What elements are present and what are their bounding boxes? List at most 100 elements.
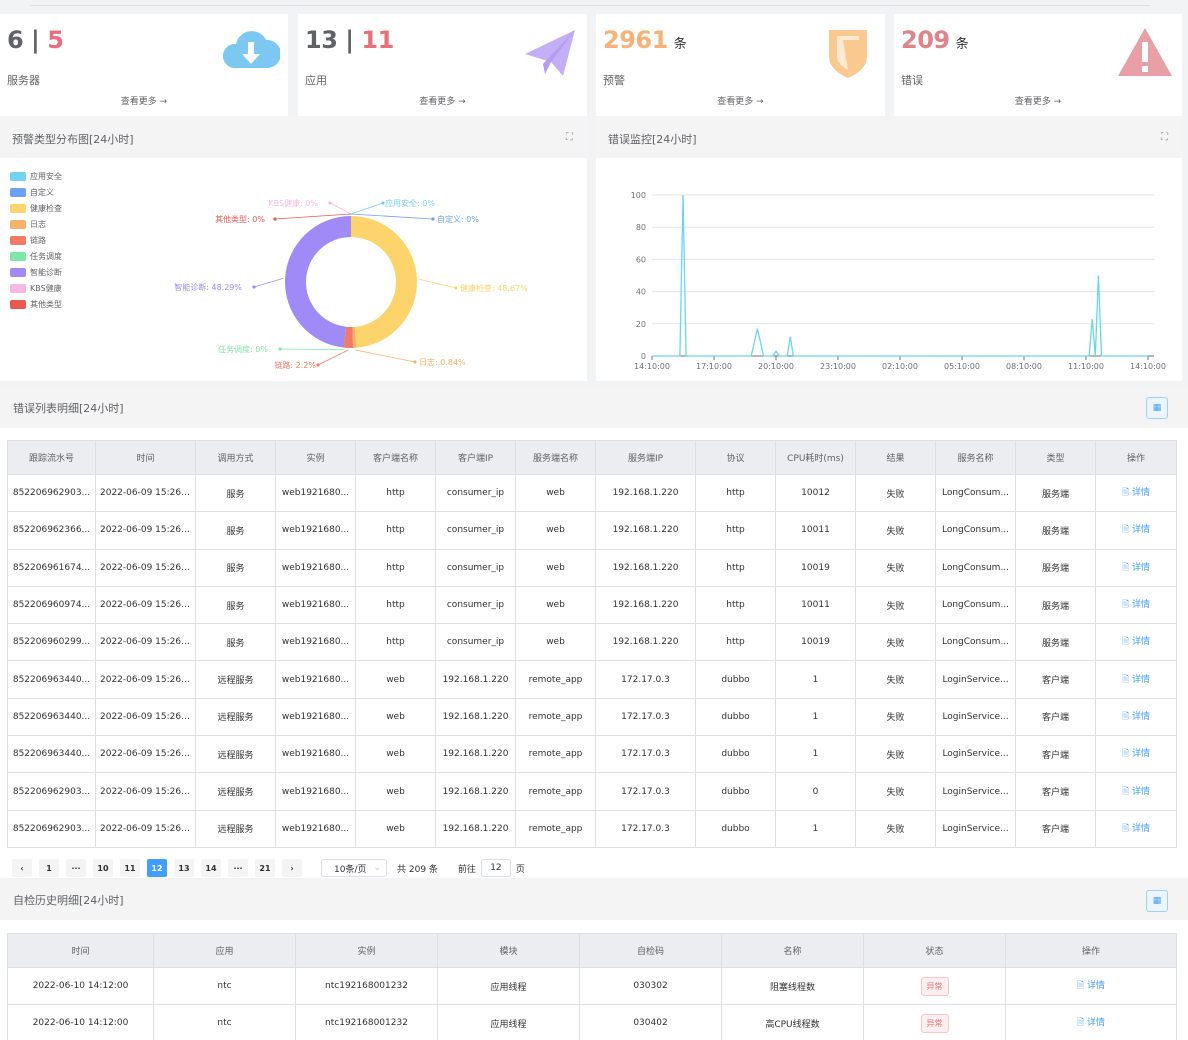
pie-slice-label: 健康检查: 48.67%: [460, 283, 528, 293]
column-header[interactable]: 调用方式: [195, 440, 276, 475]
page-button[interactable]: 10: [93, 859, 113, 877]
x-tick-label: 14:10:00: [1130, 362, 1166, 371]
column-header[interactable]: 客户端名称: [355, 440, 436, 475]
column-header[interactable]: 操作: [1095, 440, 1177, 475]
detail-link[interactable]: 🗎 详情: [1095, 660, 1177, 699]
column-header[interactable]: 名称: [721, 933, 864, 968]
table-cell: 远程服务: [195, 772, 276, 811]
table-row[interactable]: 852206962366... 2022-06-09 15:26:... 服务 web…: [7, 511, 1177, 550]
legend-item[interactable]: 自定义: [10, 184, 62, 200]
table-cell: LongConsum...: [935, 585, 1016, 625]
column-header[interactable]: 时间: [95, 440, 196, 475]
table-cell: 10019: [775, 623, 856, 662]
columns-toggle-button[interactable]: ▦: [1146, 890, 1168, 912]
app-more-link[interactable]: 查看更多 →: [419, 97, 466, 107]
detail-link[interactable]: 🗎 详情: [1095, 623, 1177, 662]
column-header[interactable]: 客户端IP: [435, 440, 516, 475]
detail-link[interactable]: 🗎 详情: [1095, 548, 1177, 587]
table-cell: 客户端: [1015, 809, 1096, 848]
column-header[interactable]: 操作: [1005, 933, 1177, 968]
detail-link[interactable]: 🗎 详情: [1095, 585, 1177, 625]
pie-slice[interactable]: [352, 326, 357, 348]
detail-link[interactable]: 🗎 详情: [1095, 697, 1177, 737]
column-header[interactable]: 服务端IP: [595, 440, 696, 475]
legend-item[interactable]: 健康检查: [10, 200, 62, 216]
column-header[interactable]: 状态: [863, 933, 1006, 968]
page-button[interactable]: 13: [174, 859, 194, 877]
columns-toggle-button[interactable]: ▦: [1146, 397, 1168, 419]
legend-item[interactable]: 任务调度: [10, 248, 62, 264]
pie-slice[interactable]: [285, 216, 351, 348]
page-button[interactable]: 11: [120, 859, 140, 877]
table-row[interactable]: 852206960974... 2022-06-09 15:26:... 服务 web…: [7, 585, 1177, 625]
detail-link[interactable]: 🗎 详情: [1005, 1004, 1177, 1040]
legend-item[interactable]: 智能诊断: [10, 264, 62, 280]
warning-more-link[interactable]: 查看更多 →: [717, 97, 764, 107]
page-button[interactable]: 14: [201, 859, 221, 877]
table-cell: 2022-06-09 15:26:...: [95, 660, 196, 699]
page-button[interactable]: 21: [255, 859, 275, 877]
column-header[interactable]: 应用: [153, 933, 296, 968]
table-row[interactable]: 2022-06-10 14:12:00 ntc ntc192168001232 应用线…: [7, 1004, 1177, 1040]
column-header[interactable]: 类型: [1015, 440, 1096, 475]
column-header[interactable]: 模块: [437, 933, 580, 968]
detail-link[interactable]: 🗎 详情: [1095, 511, 1177, 550]
page-button[interactable]: ···: [66, 859, 86, 877]
legend-item[interactable]: 其他类型: [10, 296, 62, 312]
table-cell: 852206960299...: [7, 623, 96, 662]
table-cell: 192.168.1.220: [435, 735, 516, 774]
column-header[interactable]: 跟踪流水号: [7, 440, 96, 475]
column-header[interactable]: 服务端名称: [515, 440, 596, 475]
table-cell: 172.17.0.3: [595, 809, 696, 848]
column-header[interactable]: 实例: [275, 440, 356, 475]
pie-leader-dot: [381, 201, 385, 205]
table-row[interactable]: 852206962903... 2022-06-09 15:26:... 服务 web…: [7, 473, 1177, 513]
goto-page-input[interactable]: 12: [480, 859, 511, 877]
table-cell: web1921680...: [275, 809, 356, 848]
page-button[interactable]: 1: [39, 859, 59, 877]
expand-icon[interactable]: ⛶: [566, 132, 573, 143]
expand-icon[interactable]: ⛶: [1161, 132, 1168, 143]
y-tick-label: 60: [636, 255, 646, 264]
table-cell: 1: [775, 660, 856, 699]
column-header[interactable]: 服务名称: [935, 440, 1016, 475]
legend-item[interactable]: KBS健康: [10, 280, 62, 296]
table-cell: 失败: [855, 697, 936, 737]
column-header[interactable]: 结果: [855, 440, 936, 475]
column-header[interactable]: 协议: [695, 440, 776, 475]
legend-item[interactable]: 链路: [10, 232, 62, 248]
table-cell: 服务端: [1015, 585, 1096, 625]
table-cell: 2022-06-09 15:26:...: [95, 548, 196, 587]
detail-link[interactable]: 🗎 详情: [1005, 966, 1177, 1006]
table-cell: 852206962366...: [7, 511, 96, 550]
table-row[interactable]: 2022-06-10 14:12:00 ntc ntc192168001232 应用线…: [7, 966, 1177, 1006]
table-row[interactable]: 852206962903... 2022-06-09 15:26:... 远程服务 w…: [7, 809, 1177, 848]
table-row[interactable]: 852206963440... 2022-06-09 15:26:... 远程服务 w…: [7, 735, 1177, 774]
table-row[interactable]: 852206960299... 2022-06-09 15:26:... 服务 web…: [7, 623, 1177, 662]
next-page-button[interactable]: ›: [282, 859, 302, 877]
table-row[interactable]: 852206963440... 2022-06-09 15:26:... 远程服务 w…: [7, 697, 1177, 737]
table-row[interactable]: 852206963440... 2022-06-09 15:26:... 远程服务 w…: [7, 660, 1177, 699]
column-header[interactable]: 自检码: [579, 933, 722, 968]
pie-slice[interactable]: [351, 216, 418, 348]
table-row[interactable]: 852206962903... 2022-06-09 15:26:... 远程服务 w…: [7, 772, 1177, 811]
detail-link[interactable]: 🗎 详情: [1095, 809, 1177, 848]
error-more-link[interactable]: 查看更多 →: [1014, 97, 1062, 107]
pie-slice[interactable]: [343, 326, 354, 348]
column-header[interactable]: 实例: [295, 933, 438, 968]
table-cell: ntc: [153, 966, 296, 1006]
server-more-link[interactable]: 查看更多 →: [120, 97, 168, 107]
column-header[interactable]: CPU耗时(ms): [775, 440, 856, 475]
page-size-select[interactable]: 10条/页 ⌄: [321, 859, 387, 877]
page-button[interactable]: ···: [228, 859, 248, 877]
table-row[interactable]: 852206961674... 2022-06-09 15:26:... 服务 web…: [7, 548, 1177, 587]
detail-link[interactable]: 🗎 详情: [1095, 473, 1177, 513]
detail-link[interactable]: 🗎 详情: [1095, 735, 1177, 774]
page-button[interactable]: 12: [147, 859, 167, 877]
detail-link[interactable]: 🗎 详情: [1095, 772, 1177, 811]
legend-item[interactable]: 应用安全: [10, 168, 62, 184]
panel-header: [0, 118, 587, 158]
legend-item[interactable]: 日志: [10, 216, 62, 232]
column-header[interactable]: 时间: [7, 933, 154, 968]
prev-page-button[interactable]: ‹: [12, 859, 32, 877]
